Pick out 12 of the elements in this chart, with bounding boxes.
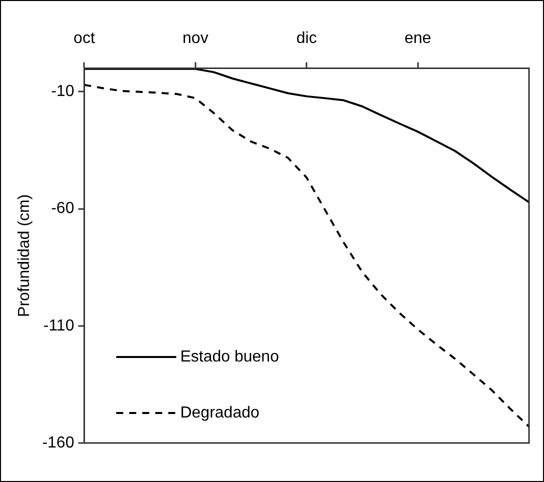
y-tick-label: -160	[42, 434, 74, 452]
legend-label: Estado bueno	[180, 348, 280, 366]
y-axis-title: Profundidad (cm)	[16, 194, 34, 317]
x-tick-label: dic	[296, 30, 317, 48]
y-tick-label: -60	[51, 200, 74, 218]
x-tick-label: nov	[182, 30, 208, 48]
y-tick-label: -110	[43, 317, 74, 334]
y-tick-label: -10	[51, 83, 74, 100]
x-tick-label: ene	[404, 30, 432, 48]
line-series	[83, 84, 530, 428]
x-tick-label: oct	[74, 30, 96, 48]
legend-label: Degradado	[180, 404, 260, 422]
